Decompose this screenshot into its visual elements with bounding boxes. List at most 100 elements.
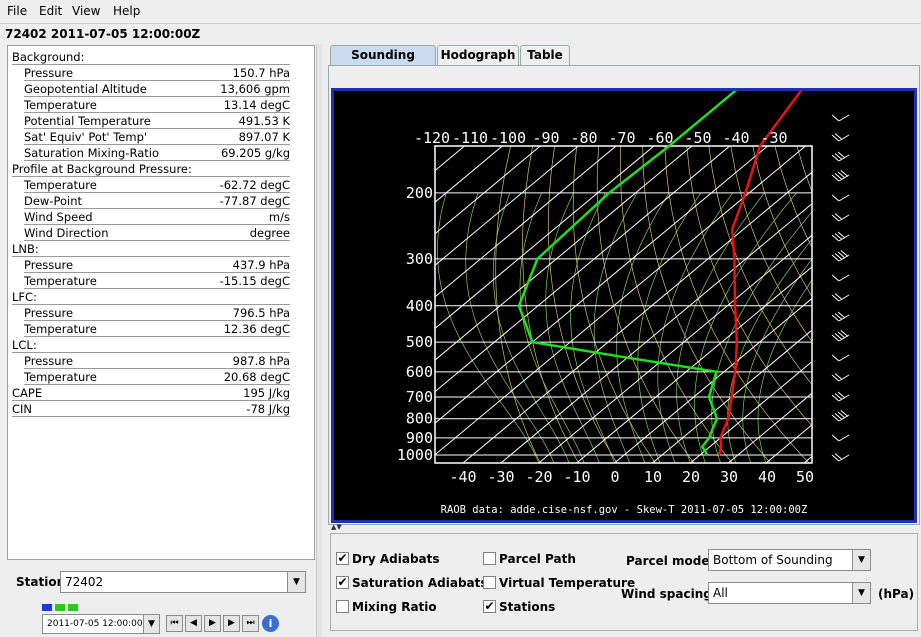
barb-shaft — [838, 114, 850, 122]
step-back-button[interactable]: ◀ — [185, 615, 202, 632]
barb-flag — [840, 250, 849, 257]
pressure-tick-label: 1000 — [397, 446, 433, 464]
param-row: Background: — [12, 49, 290, 65]
chevron-down-icon[interactable]: ▼ — [287, 572, 305, 592]
top-tick-label: -80 — [570, 129, 597, 147]
saturation-adiabat — [616, 192, 670, 463]
menu-file[interactable]: File — [7, 4, 28, 18]
mixing-ratio-checkbox[interactable] — [336, 600, 349, 613]
isotherm-line — [435, 146, 541, 235]
barb-flag — [831, 294, 840, 302]
param-label: Temperature — [24, 178, 97, 192]
skewt-chart[interactable]: -120 -110 -100 -90 -80 -70 -60 -50 -40 -30-40 -30-… — [334, 91, 914, 520]
saturation-adiabat — [465, 192, 555, 463]
wind-spacing-combo[interactable]: All ▼ — [708, 582, 871, 604]
virtual-temperature-checkbox[interactable] — [483, 576, 496, 589]
splitter-arrows[interactable]: ▲▼ — [331, 523, 342, 531]
temperature-profile — [717, 91, 803, 456]
param-label: Temperature — [24, 370, 97, 384]
station-combo[interactable]: 72402 ▼ — [60, 571, 306, 593]
tab-table[interactable]: Table — [520, 45, 570, 66]
param-value: 195 J/kg — [243, 386, 290, 400]
param-separator — [12, 416, 290, 417]
saturation-adiabat — [657, 192, 733, 463]
bottom-tick-label: 0 — [610, 468, 619, 486]
param-row: Potential Temperature 491.53 K — [12, 113, 290, 129]
param-label: Pressure — [24, 354, 74, 368]
param-separator — [12, 400, 290, 401]
first-frame-button[interactable]: ⏮ — [166, 615, 183, 632]
bottom-tick-label: -20 — [525, 468, 552, 486]
step-forward-button[interactable]: ▶ — [223, 615, 240, 632]
play-button[interactable]: ▶ — [204, 615, 221, 632]
barb-flag — [840, 170, 849, 177]
param-separator — [12, 176, 290, 177]
pressure-tick-label: 200 — [406, 184, 433, 202]
isotherm-line — [614, 297, 812, 463]
barb-shaft — [838, 374, 850, 382]
saturation-adiabats-checkbox[interactable]: ✔ — [336, 575, 349, 589]
param-separator — [24, 144, 290, 145]
dry-adiabat — [664, 146, 810, 463]
param-row: Dew-Point -77.87 degC — [12, 193, 290, 209]
pressure-tick-label: 500 — [406, 333, 433, 351]
dry-adiabats-checkbox[interactable]: ✔ — [336, 551, 349, 565]
menu-help[interactable]: Help — [113, 4, 141, 18]
dry-adiabat — [885, 146, 914, 463]
isotherm-lines — [435, 146, 812, 463]
param-row: Saturation Mixing-Ratio 69.205 g/kg — [12, 145, 290, 161]
tab-hodograph[interactable]: Hodograph — [437, 45, 519, 66]
param-label: CIN — [12, 402, 33, 416]
stations-checkbox[interactable]: ✔ — [483, 599, 496, 613]
parcel-path-checkbox[interactable] — [483, 552, 496, 565]
barb-shaft — [838, 274, 850, 282]
top-tick-label: -30 — [760, 129, 787, 147]
info-icon[interactable]: i — [262, 615, 279, 632]
barb-flag — [837, 311, 846, 319]
last-frame-button[interactable]: ⏭ — [242, 615, 259, 632]
barb-flag — [837, 331, 846, 339]
menu-view[interactable]: View — [72, 4, 101, 18]
isotherm-line — [727, 392, 812, 463]
top-tick-label: -70 — [608, 129, 635, 147]
barb-flag — [834, 313, 843, 320]
param-row: Sat' Equiv' Pot' Temp' 897.07 K — [12, 129, 290, 145]
barb-flag — [831, 374, 840, 382]
tab-sounding-chart[interactable]: Sounding Chart — [330, 45, 436, 81]
barb-flag — [831, 134, 840, 142]
param-separator — [24, 240, 290, 241]
param-row: Profile at Background Pressure: — [12, 161, 290, 177]
barb-flag — [831, 414, 840, 422]
param-label: LCL: — [12, 338, 37, 352]
chevron-down-icon[interactable]: ▼ — [852, 550, 870, 570]
chevron-down-icon[interactable]: ▼ — [143, 615, 159, 633]
param-value: 20.68 degC — [223, 370, 290, 384]
chevron-down-icon[interactable]: ▼ — [852, 583, 870, 603]
saturation-adiabat — [694, 192, 797, 463]
top-tick-label: -110 — [452, 129, 488, 147]
isotherm-line — [462, 171, 812, 463]
wind-barbs — [831, 114, 850, 462]
time-combo[interactable]: 2011-07-05 12:00:00Z ▼ — [42, 614, 160, 634]
timeline-marker-green — [55, 604, 65, 611]
saturation-adiabat — [593, 192, 638, 463]
parcel-mode-value: Bottom of Sounding — [713, 553, 833, 567]
barb-flag — [837, 251, 846, 259]
menu-edit[interactable]: Edit — [39, 4, 63, 18]
split-divider[interactable] — [316, 44, 322, 637]
param-separator — [24, 272, 290, 273]
param-separator — [12, 256, 290, 257]
isotherm-line — [435, 146, 617, 298]
param-value: 13,606 gpm — [220, 82, 290, 96]
param-row: Temperature -62.72 degC — [12, 177, 290, 193]
param-label: Pressure — [24, 66, 74, 80]
saturation-adiabat — [676, 192, 765, 463]
isotherm-line — [435, 146, 693, 361]
param-label: LFC: — [12, 290, 37, 304]
barb-flag — [834, 453, 843, 460]
parcel-mode-combo[interactable]: Bottom of Sounding ▼ — [708, 549, 871, 571]
param-label: CAPE — [12, 386, 43, 400]
param-label: Pressure — [24, 258, 74, 272]
barb-flag — [834, 233, 843, 240]
param-label: Potential Temperature — [24, 114, 151, 128]
